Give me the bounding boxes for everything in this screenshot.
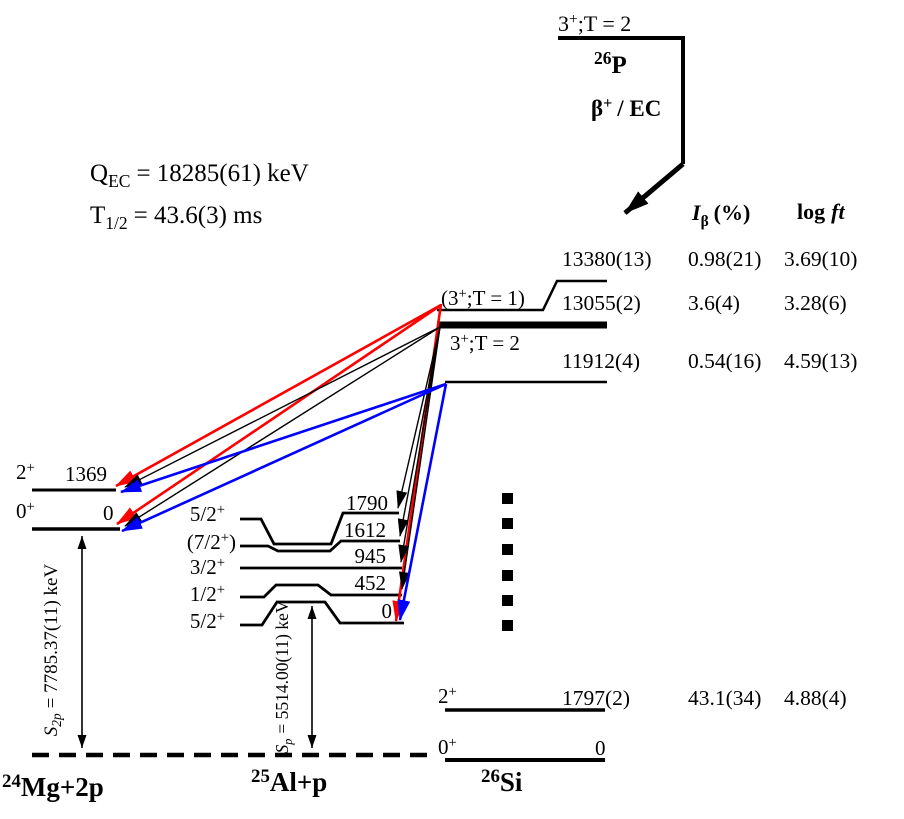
black-arrow-ias-to-al25-452 [398,326,441,590]
level-13380-spin-label: (3+;T = 1) [441,286,525,310]
energy-value: 1797(2) [562,686,630,710]
al25-gs-energy: 0 [382,599,393,623]
row-1797: 1797(2) 43.1(34) 4.88(4) [562,686,847,710]
proton-emission-arrows-ias [124,326,441,590]
black-arrow-ias-to-al25-1790 [396,326,441,509]
al25-1790-spin-label: 5/2+ [190,502,225,526]
energy-value: 11912(4) [562,349,640,373]
si26-nuclide-label: 26Si [481,766,523,797]
al25-nuclide-label: 25Al+p [251,766,327,797]
mg24-nuclide-label: 24Mg+2p [2,771,104,802]
ellipsis-square [502,544,513,555]
intensity-value: 0.98(21) [688,247,761,271]
black-arrow-ias-to-al25-1612 [397,326,441,537]
mg24-gs-energy: 0 [103,501,114,525]
intensity-column-header: Iβ (%) [691,200,750,230]
q-value-label: QEC = 18285(61) keV [90,160,309,191]
al25-gs-spin-label: 5/2+ [190,609,225,633]
black-arrow-ias-to-mg24-gs [124,326,441,527]
mg24-1369-energy: 1369 [65,462,107,486]
al25-452-spin-label: 1/2+ [190,582,225,606]
level-line-al25-1612 [240,539,400,553]
decay-constants-group: QEC = 18285(61) keV T1/2 = 43.6(3) ms [90,160,309,233]
parent-level-spin-label: 3+;T = 2 [558,11,631,36]
logft-column-header: log ft [797,199,845,224]
intensity-value: 43.1(34) [688,686,761,710]
logft-value: 4.59(13) [784,349,857,373]
row-13380: 13380(13) 0.98(21) 3.69(10) [562,247,857,271]
black-arrow-ias-to-al25-945 [398,326,441,563]
level-line-al25-ground-state [240,600,404,627]
blue-arrow-11912-to-mg24-gs [121,382,447,533]
mg24-1369-spin-label: 2+ [16,460,35,484]
energy-value: 13055(2) [562,291,641,315]
level-line-al25-1790 [240,511,399,546]
parent-nuclide-label: 26P [594,48,627,79]
intensity-value: 0.54(16) [688,349,761,373]
al25-levels-group: 5/2+ (7/2+) 3/2+ 1/2+ 5/2+ 1790 1612 945… [187,491,404,797]
table-headers-group: Iβ (%) log ft [691,199,845,230]
si26-gs-energy: 0 [595,736,606,760]
level-line-al25-452 [240,583,402,599]
mg24-levels-group: 2+ 1369 0+ 0 S2p= 7785.37(11) keV 24Mg+2… [2,460,120,802]
logft-value: 3.28(6) [784,291,847,315]
blue-arrow-11912-to-al25-gs [397,383,448,621]
red-arrow-13380-to-mg24-gs [116,303,442,526]
half-life-label: T1/2 = 43.6(3) ms [90,202,262,233]
ias-spin-label: 3+;T = 2 [450,331,520,355]
al25-1612-energy: 1612 [344,518,386,542]
al25-1612-spin-label: (7/2+) [187,530,236,554]
row-11912: 11912(4) 0.54(16) 4.59(13) [562,349,857,373]
al25-452-energy: 452 [355,571,387,595]
blue-arrow-11912-to-mg24-1369 [120,382,447,494]
si26-gs-spin-label: 0+ [438,735,457,759]
mg24-gs-spin-label: 0+ [16,499,35,523]
omitted-levels-ellipsis [502,493,513,631]
ellipsis-square [502,595,513,606]
decay-arrow [623,162,685,215]
ellipsis-square [502,570,513,581]
si26-levels-group: (3+;T = 1) 3+;T = 2 13380(13) 0.98(21) 3… [437,247,857,797]
energy-value: 13380(13) [562,247,652,271]
logft-value: 3.69(10) [784,247,857,271]
al25-1790-energy: 1790 [346,491,388,515]
proton-emission-arrows-11912 [120,382,448,621]
row-13055: 13055(2) 3.6(4) 3.28(6) [562,291,847,315]
ellipsis-square [502,493,513,504]
ellipsis-square [502,620,513,631]
decay-mode-label: β+ / EC [591,95,661,121]
al25-945-spin-label: 3/2+ [190,555,225,579]
parent-26p-group: 3+;T = 2 26P β+ / EC [558,11,685,215]
intensity-value: 3.6(4) [688,291,740,315]
s2p-label: S2p= 7785.37(11) keV [41,564,64,737]
red-arrow-13380-to-mg24-1369 [115,303,442,488]
ellipsis-square [502,518,513,529]
logft-value: 4.88(4) [784,686,847,710]
level-line-13380 [437,279,607,312]
sp-label: Sp= 5514.00(11) keV [272,600,295,753]
al25-945-energy: 945 [355,544,387,568]
black-arrow-ias-to-mg24-1369 [124,326,441,488]
level-1797-spin-label: 2+ [438,684,457,708]
